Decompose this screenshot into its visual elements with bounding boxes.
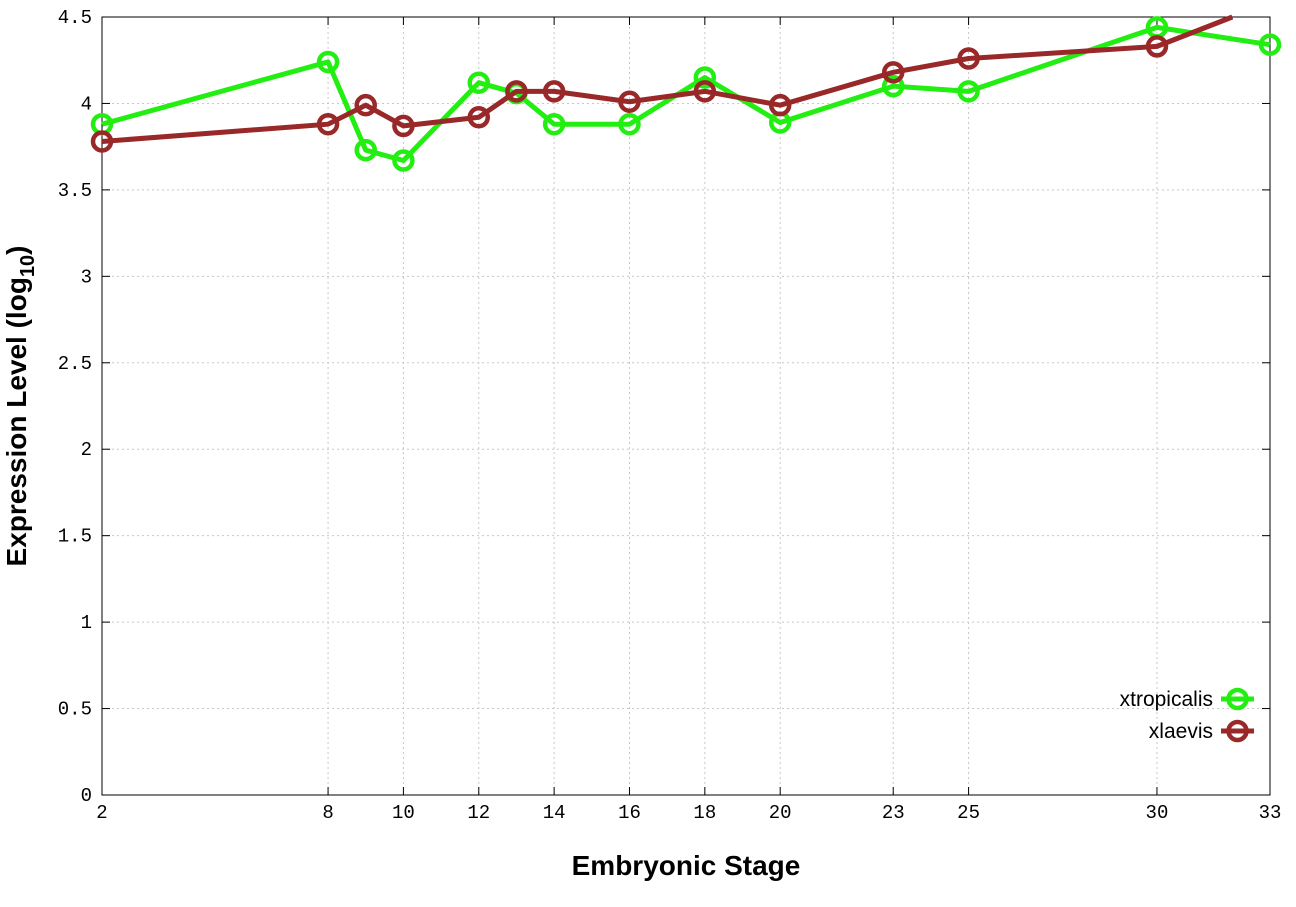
y-tick-label: 0 (81, 785, 92, 807)
y-axis-title-subscript: 10 (17, 255, 39, 277)
x-tick-label: 8 (322, 802, 333, 824)
x-tick-label: 25 (957, 802, 980, 824)
x-tick-label: 23 (882, 802, 905, 824)
y-tick-label: 3 (81, 266, 92, 288)
x-tick-label: 33 (1259, 802, 1282, 824)
data-point-xlaevis (768, 93, 792, 117)
legend-label: xlaevis (1149, 720, 1213, 743)
y-axis-title-main: Expression Level (log (1, 277, 32, 566)
y-tick-label: 3.5 (58, 180, 92, 202)
x-tick-label: 16 (618, 802, 641, 824)
data-point-xtropicalis (618, 112, 641, 136)
data-point-xtropicalis (693, 66, 717, 89)
data-point-xtropicalis (957, 80, 980, 103)
data-point-xlaevis (618, 90, 641, 113)
y-axis-title-close: ) (1, 246, 32, 255)
data-point-xlaevis (354, 93, 377, 117)
series-lines (90, 14, 1282, 172)
x-tick-label: 18 (693, 802, 716, 824)
grid (102, 17, 1270, 795)
data-point-xlaevis (467, 106, 491, 129)
data-point-xtropicalis (881, 74, 905, 98)
legend-item-xlaevis: xlaevis (1149, 719, 1254, 743)
legend-swatch-marker (1226, 719, 1249, 743)
y-tick-label: 2 (81, 439, 92, 461)
series-line-xtropicalis (101, 24, 1271, 163)
data-point-xtropicalis (542, 112, 566, 136)
legend-item-xtropicalis: xtropicalis (1120, 687, 1254, 711)
y-tick-label: 0.5 (58, 699, 92, 721)
data-point-xtropicalis (467, 71, 491, 94)
series-xtropicalis (90, 16, 1282, 172)
data-point-xlaevis (542, 80, 566, 103)
data-point-xlaevis (1145, 35, 1169, 58)
data-point-xtropicalis (1258, 33, 1282, 56)
data-point-xtropicalis (392, 149, 415, 172)
x-tick-label: 10 (392, 802, 415, 824)
y-axis-title: Expression Level (log10) (1, 246, 39, 567)
y-tick-label: 2.5 (58, 353, 92, 375)
x-axis-title: Embryonic Stage (572, 850, 801, 881)
data-point-xlaevis (90, 130, 114, 153)
data-point-xlaevis (957, 47, 980, 70)
x-tick-label: 20 (769, 802, 792, 824)
data-point-xlaevis (392, 114, 415, 138)
y-tick-label: 1 (81, 612, 92, 634)
x-tick-label: 2 (96, 802, 107, 824)
legend-swatch-marker (1226, 687, 1249, 711)
axis-ticks: 0 0.5 1 1.5 2 2.5 3 3.5 4 4.5 2 8 10 12 14 16 18 20 23 25 30… (58, 7, 1282, 824)
data-point-xtropicalis (316, 50, 340, 74)
data-point-xtropicalis (354, 138, 377, 162)
series-xlaevis (90, 14, 1234, 153)
x-tick-label: 30 (1146, 802, 1169, 824)
y-tick-label: 4.5 (58, 7, 92, 29)
data-point-xlaevis (316, 112, 340, 136)
data-point-xlaevis (505, 80, 528, 103)
data-point-xlaevis (693, 80, 717, 103)
legend: xtropicalis xlaevis (1120, 687, 1254, 743)
y-tick-label: 1.5 (58, 526, 92, 548)
x-tick-label: 12 (467, 802, 490, 824)
x-tick-label: 14 (543, 802, 566, 824)
data-point-xlaevis (881, 61, 905, 84)
legend-label: xtropicalis (1120, 688, 1213, 711)
plot-frame (101, 16, 1271, 796)
y-tick-label: 4 (81, 93, 92, 115)
